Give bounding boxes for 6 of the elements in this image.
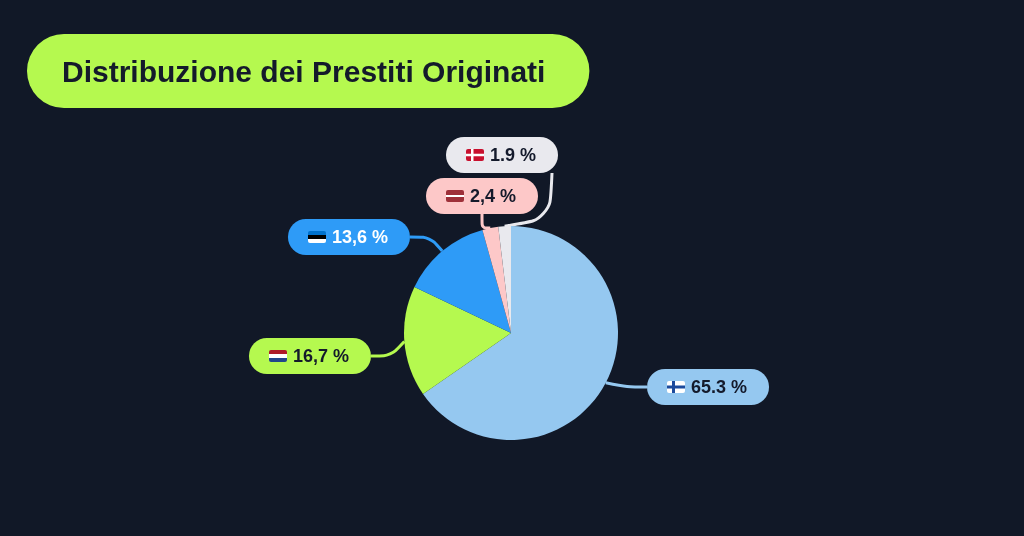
data-label: 16,7 % [292, 346, 350, 366]
data-label: 65.3 % [691, 377, 748, 397]
data-label: 13,6 % [331, 227, 389, 247]
chart-title: Distribuzione dei Prestiti Originati [62, 54, 546, 88]
data-label: 2,4 % [469, 186, 517, 206]
data-label: 1.9 % [489, 145, 537, 165]
